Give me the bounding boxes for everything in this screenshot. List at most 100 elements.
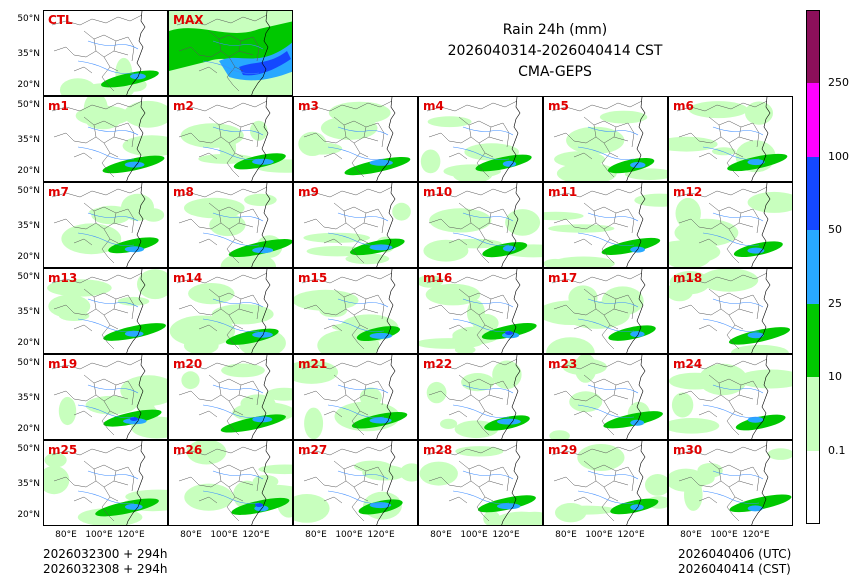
rain-map bbox=[176, 183, 292, 267]
lat-tick-label: 20°N bbox=[17, 252, 40, 262]
panel-label: m29 bbox=[548, 443, 578, 457]
colorbar-segment bbox=[806, 450, 820, 524]
lat-tick-label: 35°N bbox=[17, 49, 40, 59]
lat-tick-label: 50°N bbox=[17, 14, 40, 24]
panel-label: m3 bbox=[298, 99, 319, 113]
map-panel-m17: m17 bbox=[543, 268, 668, 354]
rain-map bbox=[298, 97, 411, 181]
rain-map bbox=[176, 441, 292, 525]
lon-tick-label: 120°E bbox=[117, 530, 145, 540]
rain-map bbox=[51, 355, 167, 439]
rain-map bbox=[44, 441, 167, 525]
map-panel-m14: m14 bbox=[168, 268, 293, 354]
panel-label: m1 bbox=[48, 99, 69, 113]
panel-label: m12 bbox=[673, 185, 703, 199]
panel-label: m24 bbox=[673, 357, 703, 371]
lat-tick-label: 50°N bbox=[17, 358, 40, 368]
map-panel-m1: m1 bbox=[43, 96, 168, 182]
rain-map bbox=[294, 355, 408, 439]
panel-label: m27 bbox=[298, 443, 328, 457]
panel-label: m6 bbox=[673, 99, 694, 113]
panel-label: m15 bbox=[298, 271, 328, 285]
lon-tick-label: 100°E bbox=[85, 530, 113, 540]
lon-tick-label: 80°E bbox=[305, 530, 327, 540]
panel-label: m13 bbox=[48, 271, 78, 285]
colorbar-level-label: 250 bbox=[828, 76, 849, 90]
map-panel-m15: m15 bbox=[293, 268, 418, 354]
lon-tick-label: 120°E bbox=[617, 530, 645, 540]
lon-tick-label: 80°E bbox=[180, 530, 202, 540]
rain-map bbox=[419, 441, 542, 525]
lat-tick-label: 20°N bbox=[17, 424, 40, 434]
rain-map bbox=[420, 97, 532, 181]
map-panel-m24: m24 bbox=[668, 354, 793, 440]
rain-map bbox=[294, 269, 401, 353]
colorbar-level-label: 0.1 bbox=[828, 443, 846, 457]
rain-map bbox=[301, 183, 411, 267]
map-panel-m27: m27 bbox=[293, 440, 418, 526]
panel-label: m20 bbox=[173, 357, 203, 371]
rain-map bbox=[51, 183, 165, 267]
lat-tick-label: 35°N bbox=[17, 307, 40, 317]
map-panel-m6: m6 bbox=[668, 96, 793, 182]
lon-tick-label: 80°E bbox=[555, 530, 577, 540]
rain-map bbox=[51, 97, 167, 181]
rain-map bbox=[176, 97, 292, 181]
map-panel-m21: m21 bbox=[293, 354, 418, 440]
map-panel-m19: m19 bbox=[43, 354, 168, 440]
lat-tick-label: 50°N bbox=[17, 272, 40, 282]
chart-period: 2026040314-2026040414 CST bbox=[447, 43, 663, 59]
panel-label: m19 bbox=[48, 357, 78, 371]
map-panel-m7: m7 bbox=[43, 182, 168, 268]
map-panel-max: MAX bbox=[168, 10, 293, 96]
colorbar-level-label: 10 bbox=[828, 370, 842, 384]
lat-tick-label: 20°N bbox=[17, 80, 40, 90]
panel-label: m18 bbox=[673, 271, 703, 285]
map-panel-m28: m28 bbox=[418, 440, 543, 526]
rain-map bbox=[551, 441, 667, 525]
map-panel-m16: m16 bbox=[418, 268, 543, 354]
rain-map bbox=[51, 11, 159, 95]
panel-label: m28 bbox=[423, 443, 453, 457]
panel-label: m25 bbox=[48, 443, 78, 457]
panel-label: m17 bbox=[548, 271, 578, 285]
panel-label: m11 bbox=[548, 185, 578, 199]
colorbar-level-label: 100 bbox=[828, 149, 849, 163]
map-panel-m13: m13 bbox=[43, 268, 168, 354]
panel-label: m26 bbox=[173, 443, 203, 457]
panel-label: m23 bbox=[548, 357, 578, 371]
lon-tick-label: 80°E bbox=[430, 530, 452, 540]
map-panel-m29: m29 bbox=[543, 440, 668, 526]
map-panel-m9: m9 bbox=[293, 182, 418, 268]
rain-map bbox=[169, 11, 292, 95]
rain-map bbox=[169, 269, 286, 353]
map-panel-m4: m4 bbox=[418, 96, 543, 182]
panel-label: m22 bbox=[423, 357, 453, 371]
panel-label: m4 bbox=[423, 99, 444, 113]
map-panel-m5: m5 bbox=[543, 96, 668, 182]
chart-title: Rain 24h (mm) bbox=[502, 22, 608, 38]
lon-tick-label: 120°E bbox=[367, 530, 395, 540]
footer-init-cst: 2026032308 + 294h bbox=[43, 562, 168, 576]
rain-map bbox=[294, 441, 417, 525]
lon-tick-label: 100°E bbox=[210, 530, 238, 540]
lat-tick-label: 20°N bbox=[17, 166, 40, 176]
rain-map bbox=[551, 97, 667, 181]
lat-tick-label: 50°N bbox=[17, 444, 40, 454]
panel-label: m2 bbox=[173, 99, 194, 113]
map-panel-m18: m18 bbox=[668, 268, 793, 354]
lon-tick-label: 100°E bbox=[335, 530, 363, 540]
lon-tick-label: 80°E bbox=[55, 530, 77, 540]
panel-label: m21 bbox=[298, 357, 328, 371]
rain-map bbox=[47, 269, 167, 353]
chart-model: CMA-GEPS bbox=[518, 64, 592, 80]
panel-label: m5 bbox=[548, 99, 569, 113]
footer-valid-cst: 2026040414 (CST) bbox=[678, 562, 791, 576]
colorbar-level-label: 25 bbox=[828, 296, 842, 310]
panel-label: m16 bbox=[423, 271, 453, 285]
panel-label: m30 bbox=[673, 443, 703, 457]
lon-tick-label: 100°E bbox=[585, 530, 613, 540]
map-panel-m12: m12 bbox=[668, 182, 793, 268]
rain-map bbox=[544, 269, 656, 353]
colorbar-segment bbox=[806, 303, 820, 378]
